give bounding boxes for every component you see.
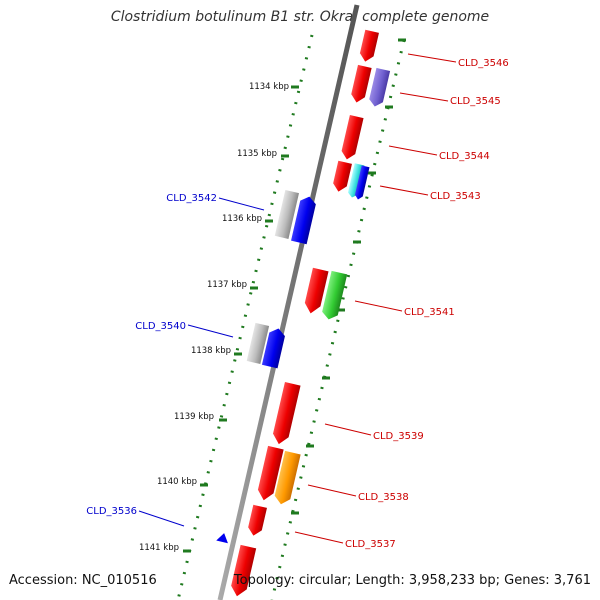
reverse-label-leaders [138, 197, 265, 527]
kbp-label-1136: 1136 kbp [222, 214, 262, 224]
accession-label: Accession: NC_010516 [9, 573, 157, 588]
kbp-label-1135: 1135 kbp [237, 149, 277, 159]
kbp-label-1138: 1138 kbp [191, 346, 231, 356]
gene-cld-3542-b[interactable] [291, 195, 317, 245]
gene-cld-3538-b[interactable] [273, 450, 301, 506]
gene-label-cld-3544[interactable]: CLD_3544 [439, 151, 490, 162]
gene-cld-3537[interactable] [247, 504, 267, 537]
kbp-label-1134: 1134 kbp [249, 82, 289, 92]
gene-cld-3540-b[interactable] [261, 327, 286, 369]
genome-title: Clostridium botulinum B1 str. Okra, comp… [110, 9, 490, 25]
reverse-tick-track [176, 34, 314, 600]
gene-cld-3538-a[interactable] [256, 445, 284, 502]
gene-cld-3536[interactable] [216, 532, 230, 544]
kbp-label-1137: 1137 kbp [207, 280, 247, 290]
forward-tick-track [270, 39, 406, 600]
gene-label-cld-3543[interactable]: CLD_3543 [430, 191, 481, 202]
kbp-label-1140: 1140 kbp [157, 477, 197, 487]
kbp-major-ticks [183, 38, 406, 553]
gene-label-cld-3545[interactable]: CLD_3545 [450, 96, 501, 107]
kbp-label-1139: 1139 kbp [174, 412, 214, 422]
gene-label-cld-3539[interactable]: CLD_3539 [373, 431, 424, 442]
forward-label-leaders [294, 53, 457, 544]
gene-cld-3542-a[interactable] [274, 190, 299, 239]
gene-cld-3545-a[interactable] [350, 64, 372, 104]
gene-cld-3540-a[interactable] [246, 322, 270, 365]
gene-cld-3539[interactable] [271, 381, 301, 446]
gene-label-cld-3536[interactable]: CLD_3536 [86, 506, 137, 517]
gene-cld-3537-next[interactable] [229, 544, 257, 598]
gene-cld-3546[interactable] [358, 29, 379, 63]
genome-backbone [217, 4, 360, 600]
gene-label-cld-3541[interactable]: CLD_3541 [404, 307, 455, 318]
topology-label: Topology: circular; Length: 3,958,233 bp… [233, 573, 591, 588]
gene-label-cld-3540[interactable]: CLD_3540 [135, 321, 186, 332]
gene-cld-3541-a[interactable] [303, 267, 329, 315]
gene-cld-3544[interactable] [340, 114, 364, 161]
gene-label-cld-3538[interactable]: CLD_3538 [358, 492, 409, 503]
gene-label-cld-3542[interactable]: CLD_3542 [166, 193, 217, 204]
gene-cld-3543-c[interactable] [354, 165, 370, 201]
gene-cld-3545-b[interactable] [368, 67, 391, 108]
kbp-label-1141: 1141 kbp [139, 543, 179, 553]
gene-cld-3541-b[interactable] [321, 270, 348, 321]
gene-cld-3543-a[interactable] [332, 160, 352, 193]
gene-label-cld-3546[interactable]: CLD_3546 [458, 58, 509, 69]
gene-label-cld-3537[interactable]: CLD_3537 [345, 539, 396, 550]
